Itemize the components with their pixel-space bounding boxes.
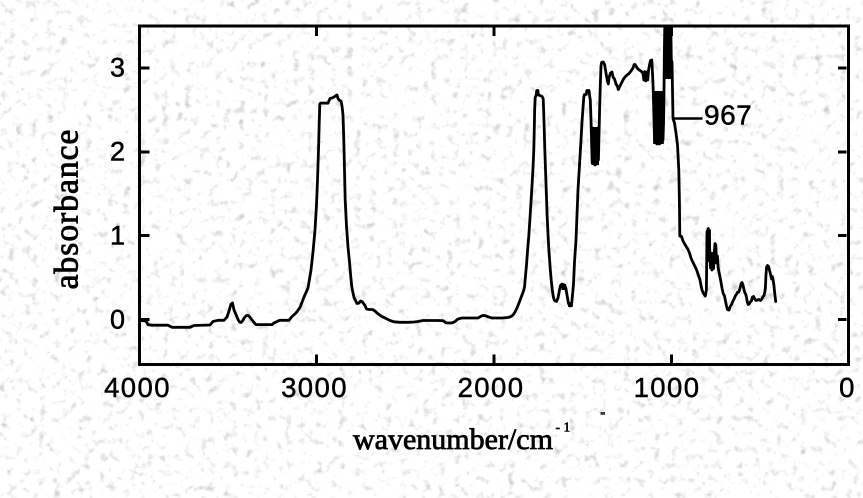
- svg-text:3000: 3000: [281, 372, 348, 403]
- svg-text:2: 2: [110, 137, 125, 167]
- svg-text:0: 0: [839, 372, 856, 403]
- svg-text:absorbance: absorbance: [49, 129, 86, 290]
- svg-text:3: 3: [110, 53, 125, 83]
- svg-text:wavenumber/cm: wavenumber/cm: [353, 423, 553, 456]
- svg-text:-1: -1: [556, 420, 574, 435]
- svg-text:967: 967: [704, 99, 752, 130]
- svg-text:2000: 2000: [458, 372, 525, 403]
- svg-text:4000: 4000: [104, 372, 171, 403]
- svg-text:0: 0: [110, 305, 125, 335]
- svg-text:1000: 1000: [634, 372, 701, 403]
- svg-text:1: 1: [110, 221, 125, 251]
